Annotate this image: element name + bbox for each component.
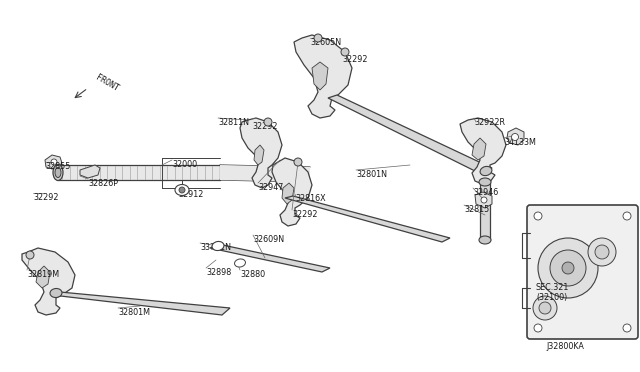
Circle shape [562,262,574,274]
Circle shape [511,134,518,141]
Polygon shape [254,145,264,165]
Text: SEC.321: SEC.321 [535,283,569,292]
Polygon shape [507,128,524,145]
Circle shape [538,238,598,298]
Ellipse shape [50,289,62,298]
Text: 32292: 32292 [33,193,58,202]
Polygon shape [460,118,506,184]
Polygon shape [282,183,294,204]
Text: 32292: 32292 [252,122,278,131]
Polygon shape [210,244,330,272]
Text: 32815: 32815 [464,205,489,214]
Text: 32801M: 32801M [118,308,150,317]
Ellipse shape [480,166,492,176]
Circle shape [481,197,487,203]
Polygon shape [294,35,352,118]
Text: 32898: 32898 [206,268,231,277]
Text: 32880: 32880 [240,270,265,279]
Circle shape [51,159,57,165]
Circle shape [294,158,302,166]
Text: 32292: 32292 [342,55,367,64]
Text: 34133M: 34133M [504,138,536,147]
Circle shape [539,302,551,314]
Circle shape [314,34,322,42]
Circle shape [341,48,349,56]
Text: 32000: 32000 [172,160,197,169]
Circle shape [550,250,586,286]
FancyBboxPatch shape [527,205,638,339]
Circle shape [264,118,272,126]
Polygon shape [36,266,50,288]
Text: 32609N: 32609N [253,235,284,244]
Text: 32946: 32946 [473,188,499,197]
Polygon shape [328,95,492,175]
Text: (32100): (32100) [536,293,568,302]
Ellipse shape [53,164,63,180]
Text: 32826P: 32826P [88,179,118,188]
Polygon shape [475,192,492,208]
Text: J32800KA: J32800KA [546,342,584,351]
Text: 32816X: 32816X [295,194,326,203]
Polygon shape [22,248,75,315]
Text: 33761N: 33761N [200,243,231,252]
Text: 32605N: 32605N [310,38,341,47]
Ellipse shape [234,259,246,267]
Circle shape [588,238,616,266]
Polygon shape [472,138,486,160]
Circle shape [534,212,542,220]
Polygon shape [52,292,230,315]
Circle shape [534,324,542,332]
Text: 32855: 32855 [45,162,70,171]
Circle shape [26,251,34,259]
Polygon shape [220,165,310,182]
Ellipse shape [212,241,224,251]
Polygon shape [480,182,490,240]
Ellipse shape [479,236,491,244]
Polygon shape [312,62,328,90]
Text: 32947: 32947 [258,183,284,192]
Circle shape [623,324,631,332]
Text: 32922R: 32922R [474,118,505,127]
Polygon shape [45,155,62,169]
Text: 32292: 32292 [292,210,317,219]
Text: 32811N: 32811N [218,118,249,127]
Polygon shape [240,118,282,188]
Polygon shape [80,165,100,178]
Text: 32912: 32912 [178,190,204,199]
Text: FRONT: FRONT [94,73,120,93]
Circle shape [179,187,185,193]
Text: 32801N: 32801N [356,170,387,179]
Polygon shape [272,158,312,226]
Text: 32819M: 32819M [27,270,59,279]
Ellipse shape [55,167,61,177]
Polygon shape [285,196,450,242]
Ellipse shape [175,185,189,196]
Circle shape [595,245,609,259]
Circle shape [623,212,631,220]
Ellipse shape [479,178,491,186]
Polygon shape [58,165,220,180]
Circle shape [533,296,557,320]
